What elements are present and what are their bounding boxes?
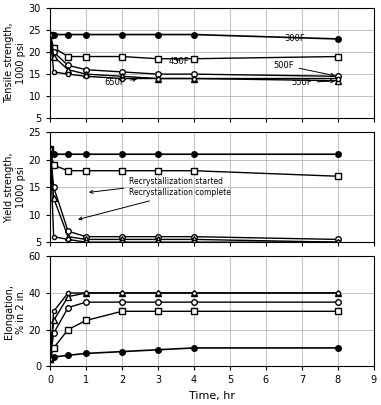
Y-axis label: Tensile strength,
1000 psi: Tensile strength, 1000 psi	[4, 23, 26, 103]
Text: Recrystallization started: Recrystallization started	[90, 177, 223, 194]
Text: 300F: 300F	[284, 34, 304, 43]
Text: 450F: 450F	[169, 58, 189, 66]
Text: 650F: 650F	[104, 78, 136, 87]
X-axis label: Time, hr: Time, hr	[189, 391, 235, 401]
Text: 550F: 550F	[291, 78, 334, 87]
Text: 500F: 500F	[273, 60, 334, 77]
Y-axis label: Yield strength,
1000 psi: Yield strength, 1000 psi	[4, 152, 26, 222]
Y-axis label: Elongation,
% in 2 in.: Elongation, % in 2 in.	[4, 284, 26, 339]
Text: Recrystallization complete: Recrystallization complete	[79, 188, 231, 220]
